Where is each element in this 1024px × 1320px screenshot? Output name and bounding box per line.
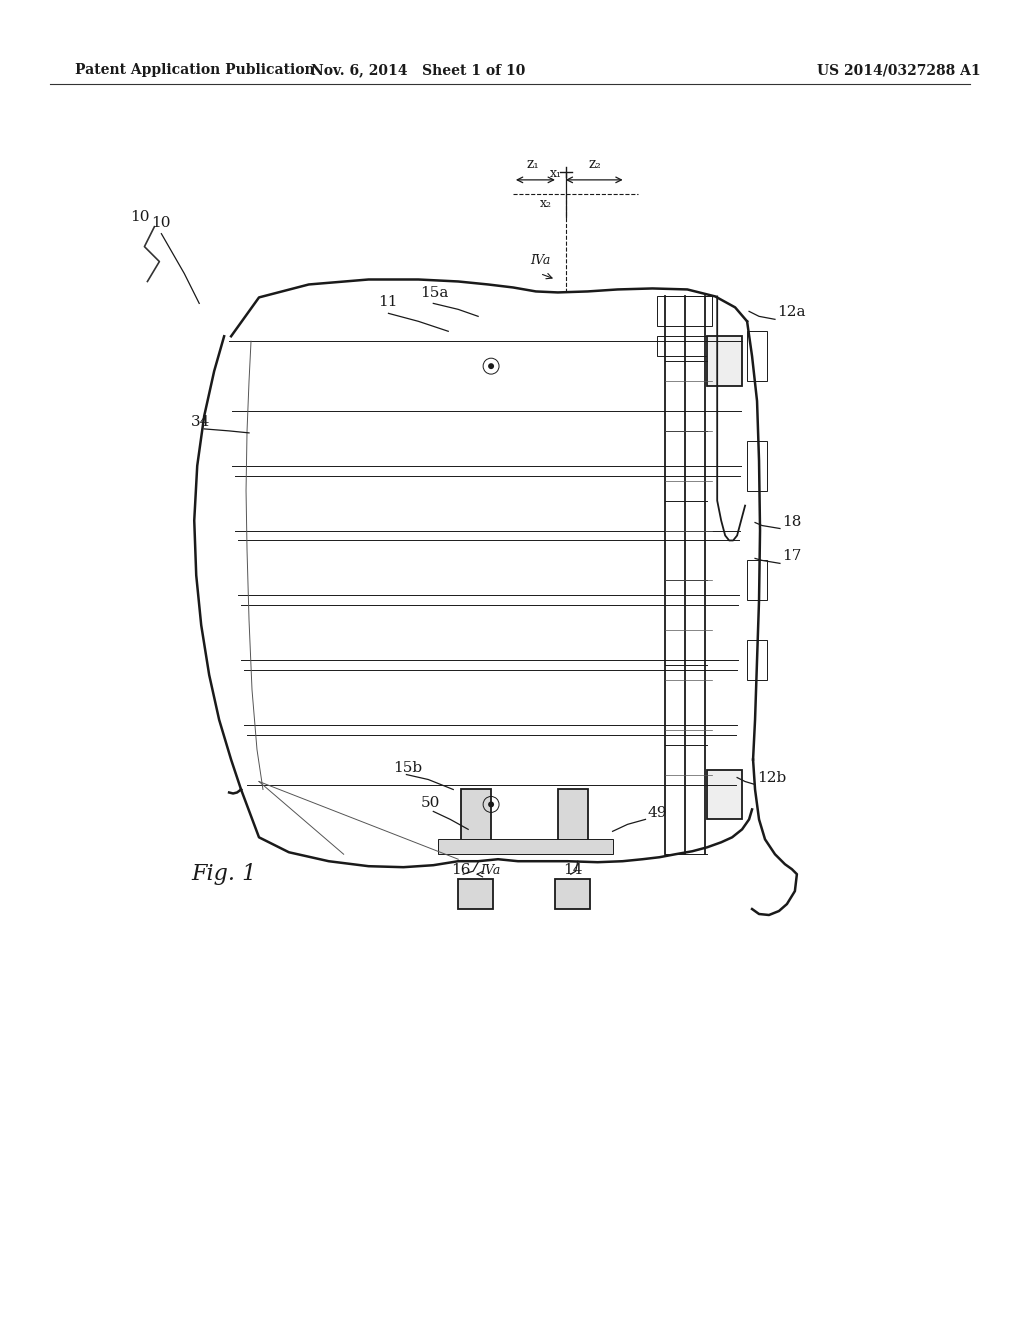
Text: 14: 14 [563,863,583,878]
Text: 50: 50 [421,796,439,810]
Text: 17: 17 [782,549,802,564]
Bar [657,297,713,326]
Bar [748,331,767,381]
Text: US 2014/0327288 A1: US 2014/0327288 A1 [817,63,980,78]
Bar [555,879,590,909]
Text: Patent Application Publication: Patent Application Publication [75,63,314,78]
Bar [438,840,612,854]
Bar [458,879,494,909]
Text: 34: 34 [191,414,211,429]
Circle shape [488,801,494,808]
Circle shape [488,363,494,370]
Text: 18: 18 [782,515,802,528]
Bar [708,337,742,385]
Bar [657,337,713,356]
Bar [748,561,767,601]
Text: IVa: IVa [480,865,501,878]
Text: 16: 16 [452,863,471,878]
Bar [558,789,588,849]
Text: IVa: IVa [529,253,550,267]
Bar [708,770,742,820]
Text: Nov. 6, 2014   Sheet 1 of 10: Nov. 6, 2014 Sheet 1 of 10 [311,63,525,78]
Text: z₁: z₁ [526,157,540,170]
Text: 49: 49 [647,807,667,821]
Text: 11: 11 [379,296,398,309]
Text: Fig. 1: Fig. 1 [191,863,257,886]
Text: x₂: x₂ [540,197,552,210]
Text: 10: 10 [152,215,171,230]
Bar [461,789,492,849]
Text: x₁: x₁ [550,166,562,180]
Text: 12b: 12b [757,771,786,784]
Text: z₂: z₂ [588,157,601,170]
Bar [748,640,767,680]
Text: 15b: 15b [393,760,423,775]
Bar [748,441,767,491]
Text: 12a: 12a [777,305,806,319]
Text: 10: 10 [130,210,150,223]
Text: 15a: 15a [421,286,449,301]
